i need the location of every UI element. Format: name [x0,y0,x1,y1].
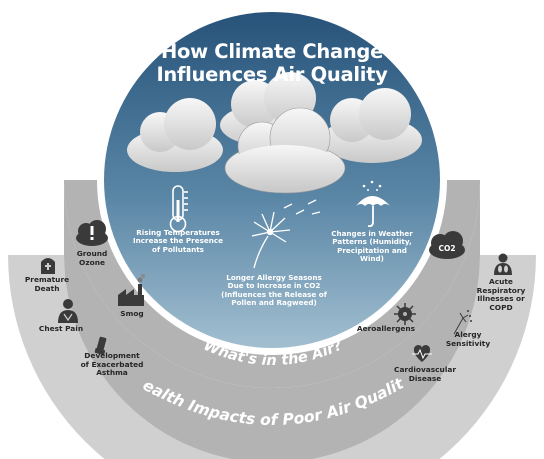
inner-item-longer-allergy-seasons: Longer Allergy Seasons Due to Increase i… [221,273,327,308]
outer-item-exacerbated-asthma: Development of Exacerbated Asthma [80,351,144,378]
co2-icon-text: CO2 [438,244,455,253]
middle-ring-body [64,180,480,459]
outer-item-chest-pain: Chest Pain [38,324,84,333]
factory-icon [118,274,145,306]
middle-item-smog: Smog [120,309,144,318]
outer-ring [8,255,536,459]
middle-ring [64,180,480,388]
cloud-alert-icon [76,220,108,246]
tombstone-icon [41,258,55,274]
page-title: How Climate Change Influences Air Qualit… [150,40,394,87]
heartbeat-icon [412,345,432,362]
co2-cloud-icon: CO2 [429,231,465,259]
virus-icon [394,303,416,325]
inner-item-weather-patterns: Changes in Weather Patterns (Humidity, P… [331,229,413,264]
outer-item-premature-death: Premature Death [24,275,70,293]
clouds-icon [127,72,422,194]
person-chest-pain-icon [58,299,78,323]
title-line-1: How Climate Change [160,40,384,63]
outer-item-allergy-sensitivity: Alergy Sensitivity [445,330,491,348]
outer-item-cardiovascular-disease: Cardiovascular Disease [394,365,456,383]
middle-item-ground-ozone: Ground Ozone [76,249,108,267]
outer-item-respiratory-illnesses: Acute Respiratory Illnesses or COPD [476,277,526,313]
pollen-icon [453,310,472,335]
umbrella-icon [356,180,390,228]
thermometer-icon [169,185,188,233]
middle-item-aeroallergens: Aeroallergens [356,324,416,333]
inner-item-rising-temperatures: Rising Temperatures Increase the Presenc… [133,228,223,254]
person-lungs-icon [494,253,512,275]
dandelion-icon [251,199,321,269]
title-line-2: Influences Air Quality [156,63,388,87]
inhaler-icon [94,336,107,355]
